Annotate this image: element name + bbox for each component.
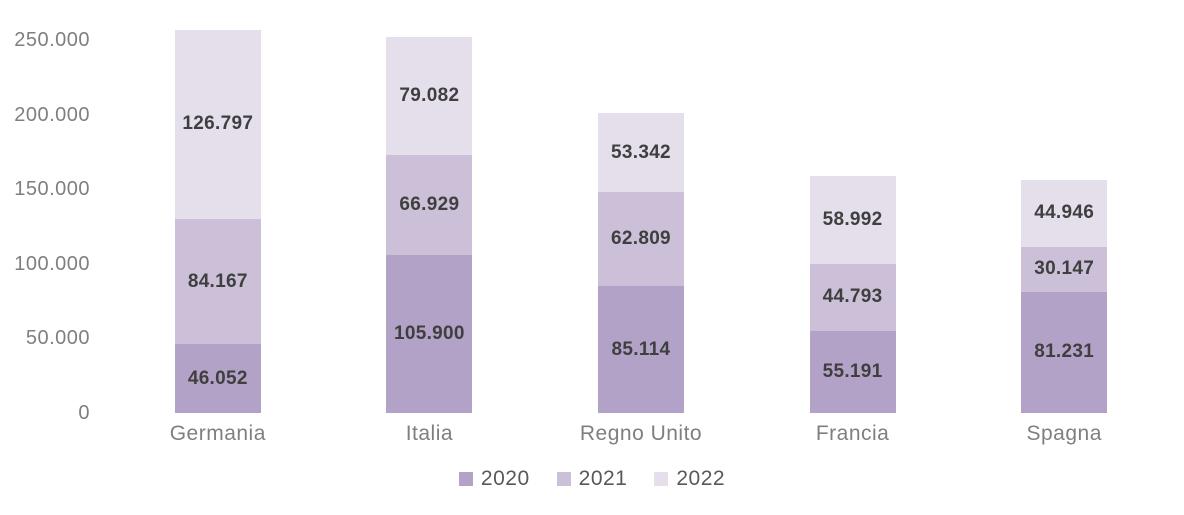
bar-segment-value-label: 53.342 (611, 141, 671, 163)
legend-label: 2020 (480, 467, 530, 490)
bar-italia: 79.082 66.929 105.900 (386, 37, 473, 413)
legend: 2020 2021 2022 (0, 467, 1184, 491)
bar-segment-value-label: 81.231 (1034, 341, 1095, 363)
y-axis-tick-label: 100.000 (14, 253, 90, 275)
x-axis: Germania Italia Regno Unito Francia Spagna (112, 422, 1170, 446)
bar-segment-value-label: 105.900 (394, 323, 465, 344)
x-axis-category-label-regno-unito: Regno Unito (579, 422, 703, 445)
x-axis-category-label-francia: Francia (815, 422, 890, 445)
bar-segment-2021-italia: 66.929 (386, 155, 473, 255)
bar-segment-value-label: 55.191 (822, 360, 883, 382)
bar-segment-2020-germania: 46.052 (174, 344, 261, 413)
bar-germania: 126.797 84.167 46.052 (174, 29, 261, 413)
bar-segment-value-label: 46.052 (187, 367, 248, 389)
y-axis-tick-label: 250.000 (14, 29, 90, 51)
legend-item-2021: 2021 (556, 467, 628, 491)
bar-slot-italia: 79.082 66.929 105.900 (324, 0, 536, 413)
bar-segment-value-label: 30.147 (1034, 258, 1095, 280)
bar-segment-2021-spagna: 30.147 (1021, 246, 1108, 292)
x-axis-category-label-italia: Italia (405, 422, 454, 445)
bar-segment-2022-francia: 58.992 (809, 175, 896, 264)
y-axis-tick-label: 150.000 (14, 178, 90, 200)
bar-segment-2020-italia: 105.900 (386, 255, 473, 413)
bar-segment-value-label: 66.929 (399, 194, 460, 216)
legend-swatch-icon (458, 472, 473, 486)
bar-segment-value-label: 44.793 (822, 286, 883, 308)
bar-segment-2022-germania: 126.797 (174, 29, 261, 219)
bar-regno-unito: 53.342 62.809 85.114 (597, 112, 684, 413)
bar-segment-2021-germania: 84.167 (174, 218, 261, 345)
x-axis-category-label-germania: Germania (169, 422, 266, 445)
bar-slot-regno-unito: 53.342 62.809 85.114 (535, 0, 747, 413)
bar-segment-2022-spagna: 44.946 (1021, 179, 1108, 247)
bar-segment-value-label: 58.992 (822, 208, 883, 230)
y-axis-tick-label: 50.000 (25, 327, 90, 349)
bar-segment-2021-francia: 44.793 (809, 263, 896, 331)
bar-segment-value-label: 44.946 (1034, 202, 1095, 224)
bar-slot-francia: 58.992 44.793 55.191 (747, 0, 959, 413)
bar-segment-value-label: 62.809 (611, 228, 671, 250)
legend-label: 2022 (676, 467, 726, 490)
legend-label: 2021 (578, 467, 628, 490)
bar-segment-value-label: 84.167 (187, 270, 248, 292)
bar-segment-2020-francia: 55.191 (809, 330, 896, 413)
bar-slot-spagna: 44.946 30.147 81.231 (958, 0, 1170, 413)
legend-swatch-icon (556, 472, 571, 486)
legend-item-2020: 2020 (458, 467, 530, 491)
bar-segment-value-label: 126.797 (182, 113, 254, 135)
legend-swatch-icon (654, 472, 669, 486)
bar-slot-germania: 126.797 84.167 46.052 (112, 0, 324, 413)
bar-segment-2022-italia: 79.082 (386, 37, 473, 156)
bar-spagna: 44.946 30.147 81.231 (1021, 179, 1108, 413)
y-axis-tick-label: 0 (78, 402, 90, 424)
bar-segment-2021-regno-unito: 62.809 (597, 192, 684, 286)
legend-item-2022: 2022 (654, 467, 725, 491)
plot-area: 126.797 84.167 46.052 79.082 66.929 105.900 53… (112, 0, 1170, 413)
y-axis: 0 50.000 100.000 150.000 200.000 250.000 (0, 0, 90, 515)
bar-segment-2020-spagna: 81.231 (1021, 291, 1108, 413)
bar-segment-2020-regno-unito: 85.114 (597, 286, 684, 413)
bar-francia: 58.992 44.793 55.191 (809, 175, 896, 413)
bar-segment-value-label: 85.114 (611, 338, 671, 360)
y-axis-tick-label: 200.000 (14, 104, 90, 126)
bar-segment-2022-regno-unito: 53.342 (597, 112, 684, 193)
x-axis-category-label-spagna: Spagna (1026, 422, 1102, 445)
bar-segment-value-label: 79.082 (399, 85, 460, 107)
